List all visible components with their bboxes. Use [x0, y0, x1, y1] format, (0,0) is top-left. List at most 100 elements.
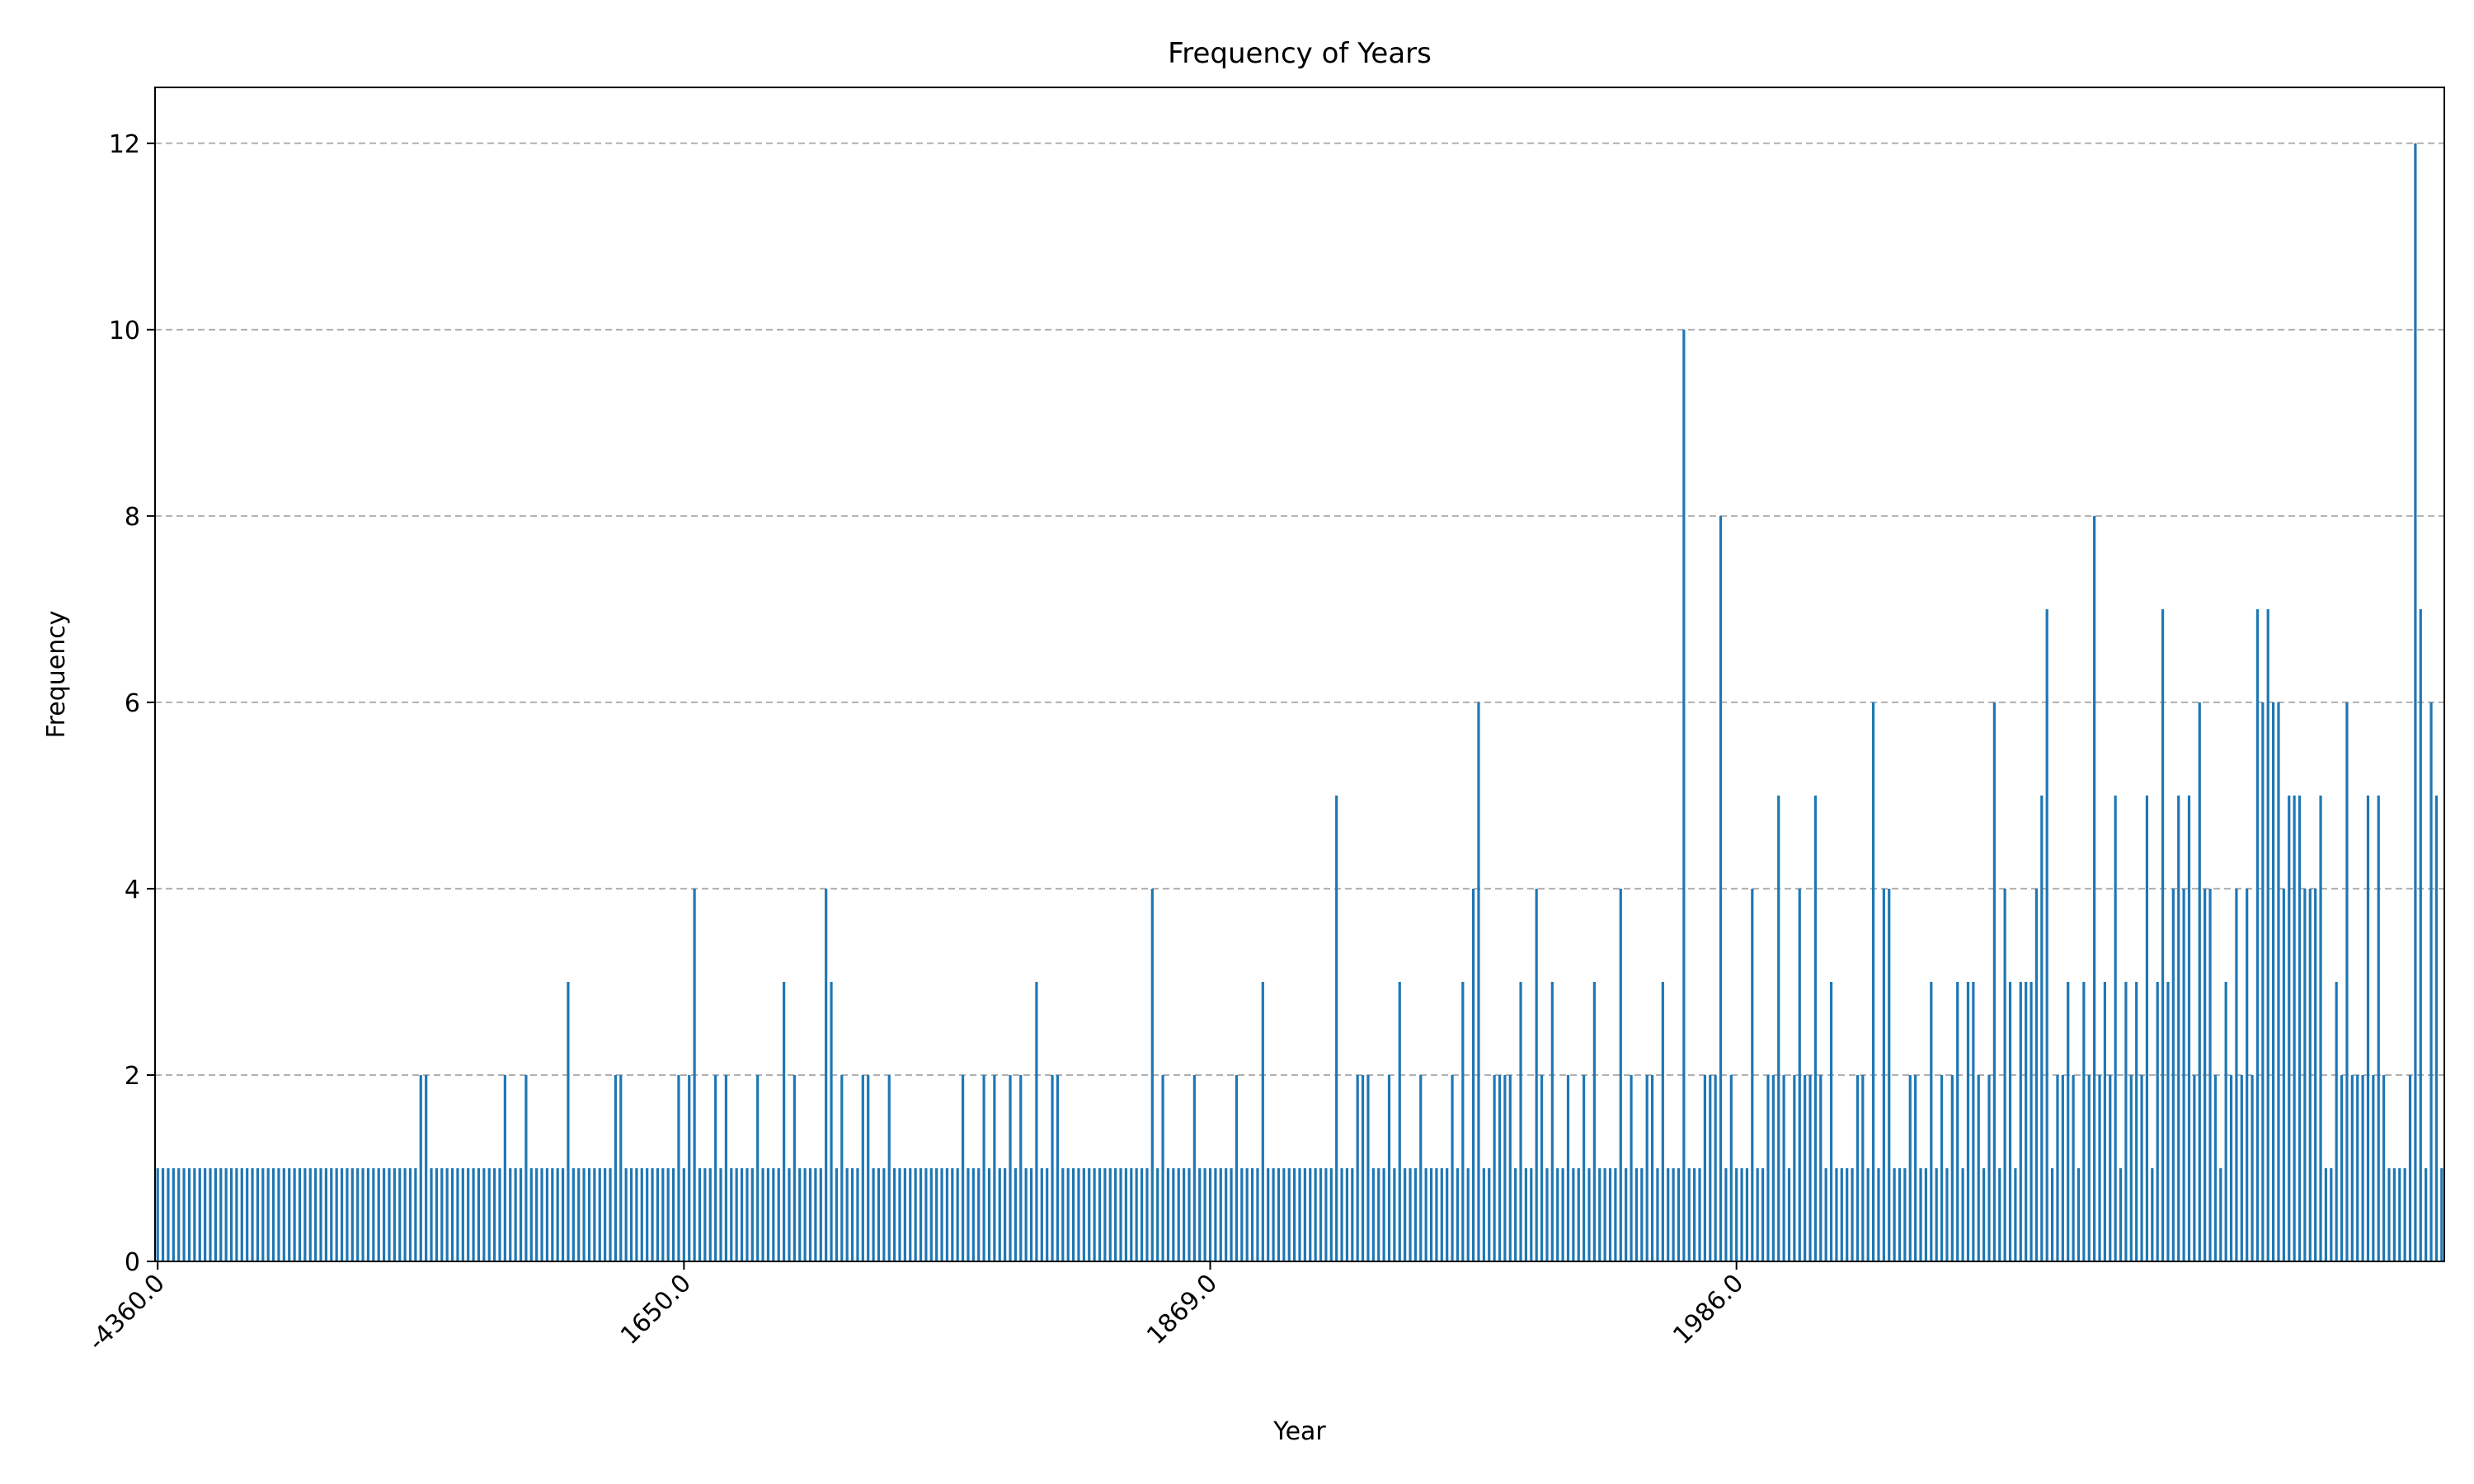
x-axis-label: Year — [1272, 1417, 1326, 1446]
bar — [1440, 1167, 1443, 1261]
bar — [1603, 1167, 1606, 1261]
bar — [2204, 888, 2207, 1261]
bar — [598, 1167, 601, 1261]
bar — [1846, 1167, 1849, 1261]
bar — [830, 981, 833, 1261]
bar — [414, 1167, 417, 1261]
bar — [850, 1167, 854, 1261]
bar — [1703, 1074, 1706, 1261]
bar — [540, 1167, 543, 1261]
bar — [2340, 1074, 2344, 1261]
bar — [487, 1167, 491, 1261]
bar — [319, 1167, 322, 1261]
bar — [403, 1167, 407, 1261]
bar — [2198, 702, 2201, 1261]
bar — [1719, 515, 1723, 1261]
bar — [509, 1167, 512, 1261]
bar — [1714, 1074, 1717, 1261]
y-tick-label: 8 — [125, 503, 140, 532]
bar — [967, 1167, 970, 1261]
bar — [619, 1074, 623, 1261]
bar — [356, 1167, 360, 1261]
bar — [1277, 1167, 1281, 1261]
bar — [1893, 1167, 1896, 1261]
bar — [1056, 1074, 1060, 1261]
bar — [1961, 1167, 1964, 1261]
bar — [425, 1074, 428, 1261]
bar — [2135, 981, 2138, 1261]
bar — [1009, 1074, 1012, 1261]
bar — [2140, 1074, 2143, 1261]
y-tick-label: 4 — [125, 876, 140, 904]
bar — [514, 1167, 517, 1261]
bar — [1735, 1167, 1738, 1261]
bar — [350, 1167, 354, 1261]
bar — [2403, 1167, 2406, 1261]
bar — [1908, 1074, 1912, 1261]
bar — [2372, 1074, 2375, 1261]
bar — [1267, 1167, 1270, 1261]
bar — [1508, 1074, 1512, 1261]
bar — [1466, 1167, 1470, 1261]
bar — [604, 1167, 607, 1261]
bar — [1693, 1167, 1696, 1261]
bar — [1114, 1167, 1117, 1261]
bar — [909, 1167, 912, 1261]
bar — [1787, 1167, 1791, 1261]
bar — [2171, 888, 2175, 1261]
bar — [2255, 608, 2260, 1261]
bar — [903, 1167, 906, 1261]
bar — [2387, 1167, 2391, 1261]
bar — [1903, 1167, 1907, 1261]
bar — [1982, 1167, 1986, 1261]
bar — [1019, 1074, 1023, 1261]
bar — [482, 1167, 486, 1261]
y-axis-ticks: 0 2 4 6 8 10 12 — [109, 130, 155, 1277]
bar — [277, 1167, 280, 1261]
bar — [472, 1167, 475, 1261]
bar — [766, 1167, 770, 1261]
bar — [1682, 329, 1686, 1262]
bar — [671, 1167, 675, 1261]
bar — [1829, 981, 1833, 1261]
bar — [693, 888, 696, 1261]
bar — [156, 1167, 159, 1261]
bar — [1672, 1167, 1675, 1261]
bar — [461, 1167, 464, 1261]
bar — [2224, 981, 2227, 1261]
bar — [1371, 1167, 1375, 1261]
bar — [808, 1167, 812, 1261]
bar — [977, 1167, 981, 1261]
bar — [2429, 702, 2433, 1261]
bar — [1183, 1167, 1186, 1261]
bar — [1583, 1074, 1586, 1261]
bar — [2045, 608, 2048, 1261]
bar — [2277, 702, 2280, 1261]
bar — [2103, 981, 2106, 1261]
bar — [2414, 143, 2417, 1261]
bar — [450, 1167, 454, 1261]
bar — [1756, 1167, 1759, 1261]
bar — [1172, 1167, 1175, 1261]
bar — [2208, 888, 2212, 1261]
bar — [435, 1167, 439, 1261]
bar — [2019, 981, 2022, 1261]
bar — [1888, 888, 1891, 1261]
bar — [1835, 1167, 1838, 1261]
bar — [1461, 981, 1465, 1261]
bar — [1166, 1167, 1170, 1261]
bar — [1303, 1167, 1306, 1261]
bar — [2266, 608, 2269, 1261]
bar — [567, 981, 570, 1261]
bar — [1914, 1074, 1917, 1261]
bar — [1540, 1074, 1544, 1261]
bar — [1977, 1074, 1980, 1261]
bar — [1340, 1167, 1343, 1261]
bar — [1677, 1167, 1681, 1261]
bar — [1514, 1167, 1517, 1261]
bar — [1272, 1167, 1275, 1261]
bar — [714, 1074, 717, 1261]
bar — [2440, 1167, 2443, 1261]
bar — [1950, 1074, 1954, 1261]
